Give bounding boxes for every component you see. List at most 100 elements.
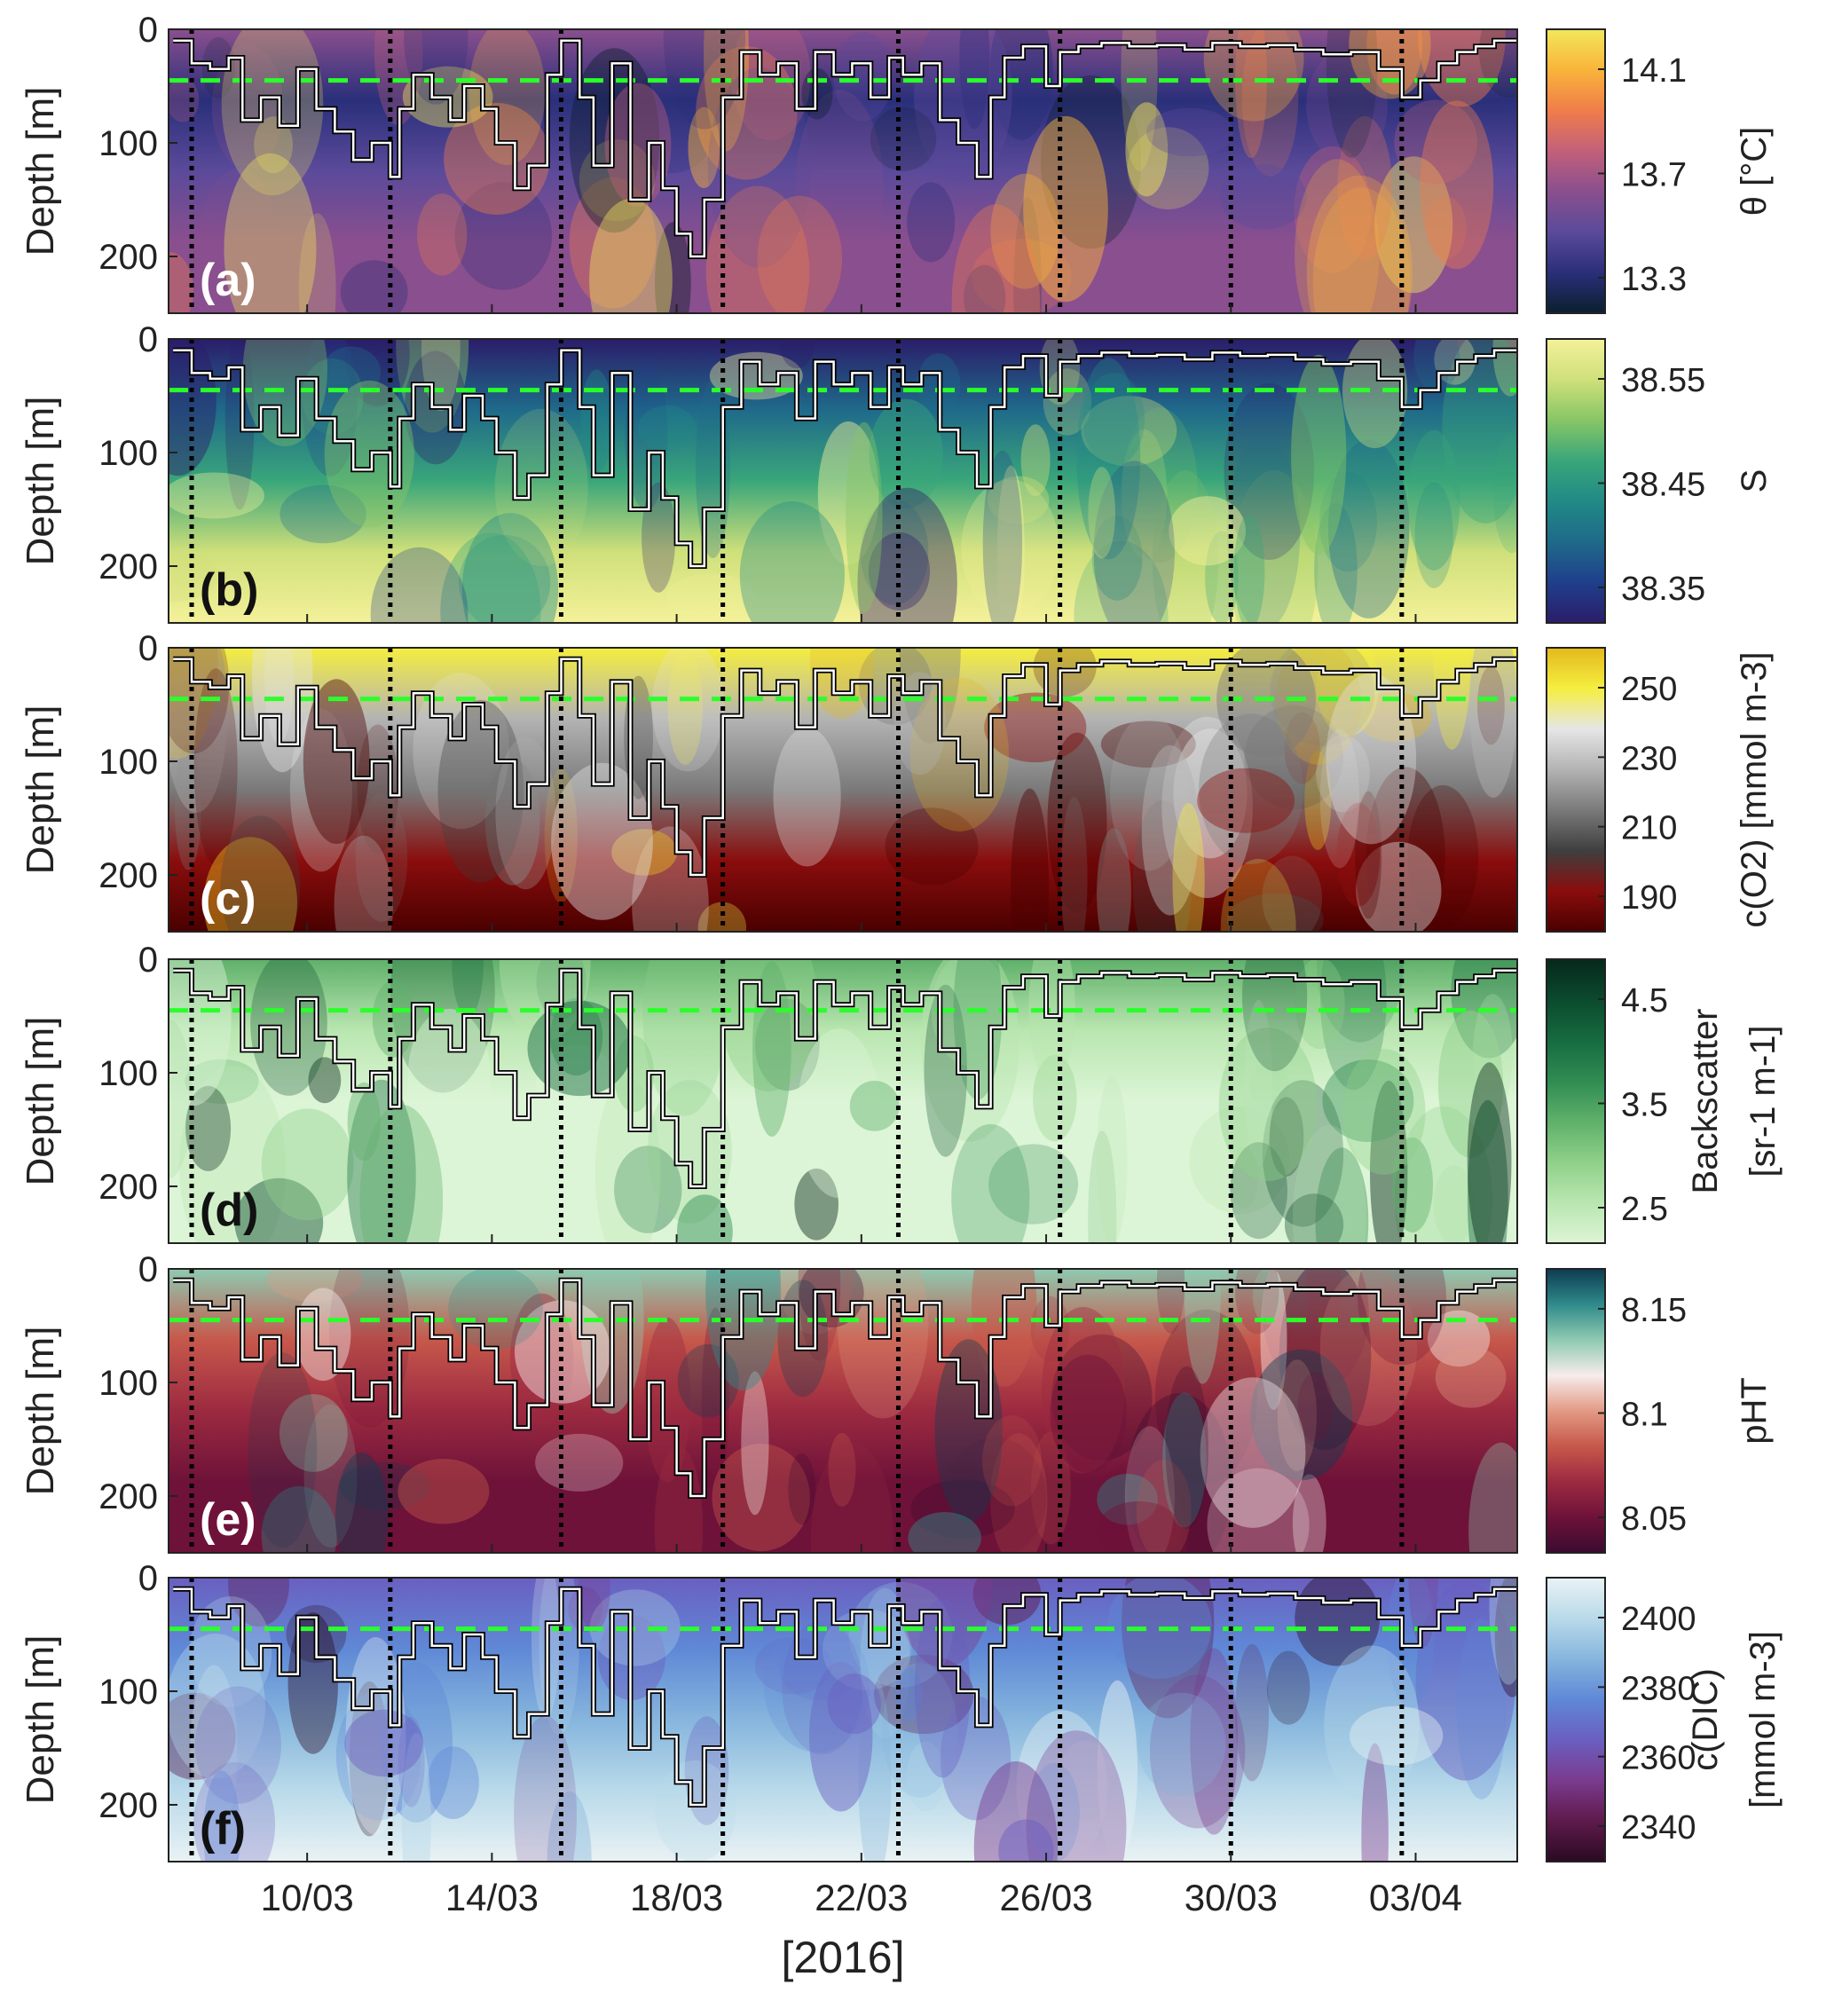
contour-patch bbox=[1366, 767, 1445, 932]
contour-patch bbox=[788, 1453, 815, 1525]
contour-patch bbox=[881, 1663, 957, 1798]
contour-patch bbox=[1315, 1147, 1369, 1243]
contour-patch bbox=[224, 339, 255, 510]
contour-patch bbox=[1218, 1028, 1318, 1182]
contour-patch bbox=[303, 679, 370, 845]
y-tick-label: 0 bbox=[138, 1250, 158, 1289]
contour-patch bbox=[1030, 1295, 1070, 1362]
contour-patch bbox=[1433, 1165, 1475, 1243]
plot-frame bbox=[168, 647, 1518, 933]
colorbar-tick-label: 38.45 bbox=[1621, 467, 1705, 504]
contour-patch bbox=[1125, 102, 1169, 197]
contour-patch bbox=[982, 1415, 1042, 1507]
plot-frame bbox=[168, 338, 1518, 624]
contour-patch bbox=[1199, 713, 1304, 864]
contour-patch bbox=[1306, 49, 1388, 163]
panel-label: (f) bbox=[200, 1803, 246, 1855]
contour-patch bbox=[868, 532, 931, 610]
contour-patch bbox=[688, 106, 720, 188]
contour-patch bbox=[741, 1371, 769, 1516]
contour-patch bbox=[906, 1741, 945, 1812]
contour-patch bbox=[203, 1770, 240, 1862]
contour-patch bbox=[1060, 797, 1088, 932]
contour-patch bbox=[295, 1288, 351, 1382]
contour-patch bbox=[797, 1028, 881, 1199]
y-tick-label: 100 bbox=[98, 124, 158, 163]
contour-patch bbox=[1033, 1055, 1077, 1142]
colorbar-tick-label: 8.1 bbox=[1621, 1397, 1668, 1434]
colorbar-5: 2400 2380 2360 2340 c(DIC) [mmol m-3] bbox=[1546, 1577, 1783, 1862]
contour-patch bbox=[547, 1791, 592, 1862]
contour-patch bbox=[1426, 196, 1467, 260]
contour-patch bbox=[1124, 1426, 1175, 1553]
contour-patch bbox=[1391, 1137, 1433, 1232]
contour-patch bbox=[1146, 107, 1233, 157]
contour-patch bbox=[1230, 1142, 1287, 1240]
contour-patch bbox=[1437, 1010, 1504, 1158]
contour-patch bbox=[169, 959, 232, 1106]
contour-patch bbox=[1088, 1130, 1117, 1243]
contour-patch bbox=[589, 199, 673, 313]
contour-patch bbox=[185, 1059, 259, 1105]
contour-patch bbox=[242, 339, 327, 447]
contour-patch bbox=[1082, 1461, 1188, 1553]
contour-patch bbox=[1469, 648, 1517, 798]
colorbar-label: θ [°C] bbox=[1735, 127, 1774, 216]
contour-patch bbox=[359, 1104, 444, 1243]
contour-patch bbox=[651, 648, 725, 772]
contour-patch bbox=[604, 83, 672, 207]
panel-label: (d) bbox=[200, 1185, 258, 1236]
colorbar-tick-label: 250 bbox=[1621, 671, 1677, 708]
contour-patch bbox=[990, 173, 1060, 289]
contour-patch bbox=[705, 185, 810, 313]
contour-patch bbox=[1468, 1442, 1517, 1553]
contour-patch bbox=[1370, 1080, 1408, 1243]
mixed-layer-line bbox=[173, 1279, 1517, 1498]
contour-patch bbox=[731, 29, 811, 141]
contour-patch bbox=[1275, 648, 1362, 765]
contour-patch bbox=[1216, 648, 1316, 759]
contour-patch bbox=[261, 1485, 337, 1553]
contour-patch bbox=[193, 668, 238, 866]
y-tick-label: 0 bbox=[138, 11, 158, 50]
plot-frame bbox=[168, 1577, 1518, 1862]
contour-patch bbox=[677, 1194, 733, 1243]
contour-patch bbox=[1420, 100, 1494, 270]
contour-patch bbox=[998, 1819, 1054, 1862]
colorbar-scale bbox=[1546, 1577, 1606, 1862]
contour-patch bbox=[757, 195, 843, 313]
contour-patch bbox=[494, 408, 588, 567]
contour-patch bbox=[397, 1716, 425, 1807]
contour-patch bbox=[1263, 1269, 1369, 1392]
contour-patch bbox=[401, 1732, 431, 1862]
contour-patch bbox=[527, 1000, 633, 1097]
contour-patch bbox=[1250, 1349, 1353, 1481]
contour-patch bbox=[372, 980, 415, 1058]
contour-patch bbox=[179, 1066, 287, 1243]
colorbar-tick-label: 2360 bbox=[1621, 1740, 1696, 1777]
contour-patch bbox=[1226, 893, 1324, 932]
y-axis-label: Depth [m] bbox=[19, 1635, 62, 1805]
field-0 bbox=[169, 29, 1517, 313]
contour-patch bbox=[709, 351, 803, 400]
contour-patch bbox=[614, 1146, 682, 1233]
y-tick-label: 200 bbox=[98, 547, 158, 587]
colorbar-tick-label: 210 bbox=[1621, 810, 1677, 847]
y-tick-label: 200 bbox=[98, 1786, 158, 1825]
contour-patch bbox=[987, 476, 1050, 524]
contour-patch bbox=[1314, 502, 1358, 623]
contour-patch bbox=[795, 90, 884, 286]
field-3 bbox=[169, 959, 1517, 1243]
contour-patch bbox=[1152, 470, 1219, 623]
contour-patch bbox=[483, 1114, 517, 1177]
panel-label: (a) bbox=[200, 255, 256, 306]
contour-patch bbox=[1355, 791, 1382, 919]
panel-3: (d) 0 100 200 Depth [m] 4.5 3.5 2.5 Backscatter [… bbox=[19, 941, 1783, 1244]
contour-patch bbox=[1137, 1692, 1226, 1796]
contour-patch bbox=[347, 1079, 416, 1243]
y-axis-label: Depth [m] bbox=[19, 397, 62, 566]
contour-patch bbox=[1252, 1269, 1283, 1325]
colorbar-tick-label: 13.7 bbox=[1621, 157, 1687, 194]
contour-patch bbox=[1109, 713, 1188, 871]
contour-patch bbox=[169, 648, 218, 760]
